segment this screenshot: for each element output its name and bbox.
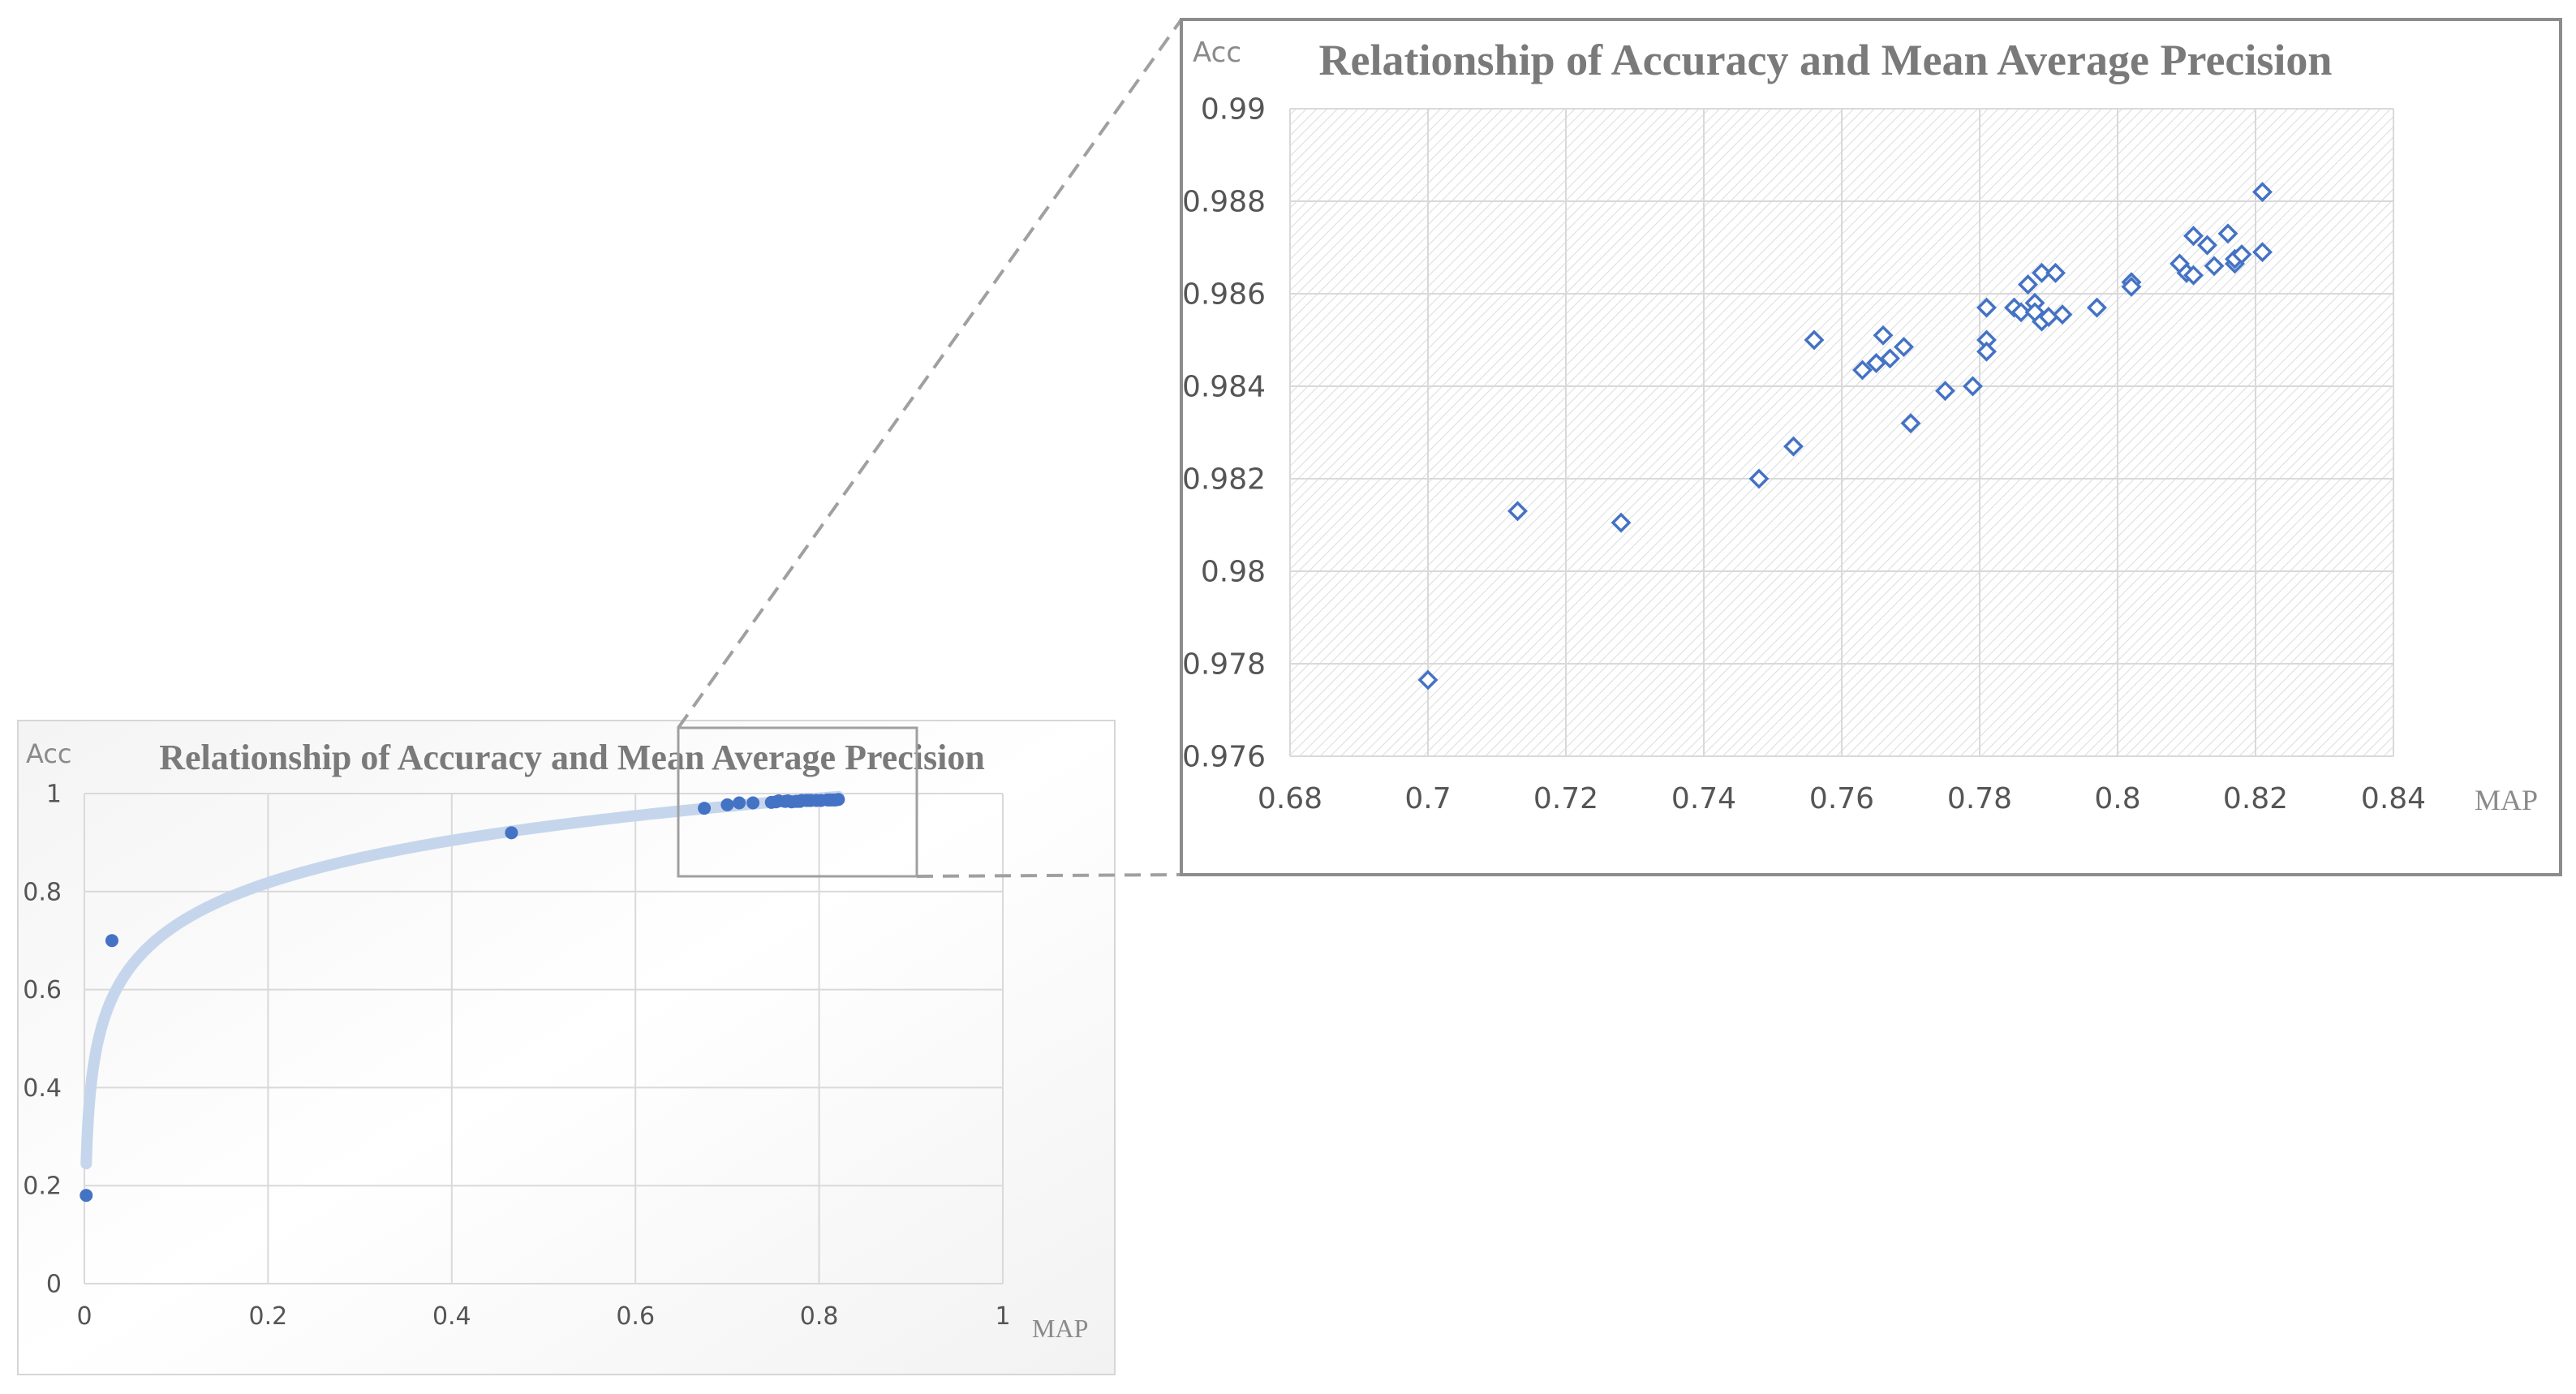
data-point [733,796,746,810]
x-tick-label: 0.74 [1671,782,1736,815]
data-point [2052,304,2073,325]
x-tick-label: 0.4 [432,1302,471,1331]
data-point [80,1189,93,1203]
zoom-title: Relationship of Accuracy and Mean Averag… [1319,36,2333,84]
data-point [2045,262,2066,283]
overview-x-axis-label: MAP [1032,1314,1088,1343]
data-point [1880,348,1900,369]
y-tick-label: 0.978 [1182,648,1266,682]
y-tick-label: 0.2 [23,1172,62,1201]
data-point [2010,302,2032,323]
data-point [2087,297,2107,318]
zoom-chart: Relationship of Accuracy and Mean Averag… [1180,18,2562,876]
data-point [832,793,845,807]
data-point [1852,359,1873,381]
x-tick-label: 0.8 [2094,782,2140,815]
data-point [1963,376,1983,397]
overview-gridlines [84,793,1004,1284]
data-point [1976,297,1997,318]
data-point [2217,223,2238,244]
x-tick-label: 0.84 [2361,782,2426,815]
overview-points [80,793,845,1203]
data-point [1873,325,1894,346]
x-tick-label: 0.6 [616,1302,655,1331]
zoom-x-axis-label: MAP [2475,784,2538,816]
y-tick-label: 0.982 [1182,463,1266,497]
overview-y-ticks: 0 0.2 0.4 0.6 0.8 1 [23,781,62,1299]
zoom-connector-top [677,18,1183,729]
data-point [746,796,760,810]
data-point [1866,353,1886,373]
overview-chart: Relationship of Accuracy and Mean Averag… [17,720,1116,1375]
y-tick-label: 1 [46,781,62,809]
data-point [2252,182,2273,203]
data-point [2018,274,2038,295]
data-point [2183,226,2204,247]
x-tick-label: 0.2 [249,1302,288,1331]
y-tick-label: 0.4 [23,1074,62,1103]
data-point [105,934,118,948]
y-tick-label: 0.988 [1182,186,1266,219]
data-point [1611,512,1632,533]
y-tick-label: 0.99 [1201,93,1266,127]
data-point [2204,256,2225,277]
y-tick-label: 0.984 [1182,371,1266,404]
overview-y-axis-label: Acc [26,738,72,769]
y-tick-label: 0.98 [1201,556,1266,589]
data-point [1900,413,1921,434]
zoom-region-box [677,726,918,878]
y-tick-label: 0 [46,1271,62,1299]
overview-trendline [80,790,845,1170]
zoom-y-axis-label: Acc [1193,37,1241,69]
y-tick-label: 0.976 [1182,741,1266,774]
x-tick-label: 0.82 [2223,782,2288,815]
data-point [720,798,734,811]
y-tick-label: 0.8 [23,878,62,906]
data-point [2231,244,2252,265]
y-tick-label: 0.986 [1182,278,1266,312]
data-point [1783,436,1804,457]
data-point [1507,501,1528,522]
x-tick-label: 0.68 [1258,782,1322,815]
x-tick-label: 1 [995,1302,1010,1331]
data-point [698,802,712,815]
x-tick-label: 0.8 [800,1302,839,1331]
x-tick-label: 0.78 [1947,782,2012,815]
data-point [2197,234,2217,256]
zoom-points [1417,182,2273,691]
data-point [1976,341,1997,362]
x-tick-label: 0.72 [1533,782,1598,815]
data-point [1748,468,1770,489]
zoom-gridlines [1289,108,2394,757]
data-point [2032,262,2052,283]
x-tick-label: 0.7 [1404,782,1451,815]
zoom-y-ticks: 0.976 0.978 0.98 0.982 0.984 0.986 0.988 0.99 [1182,93,1266,774]
data-point [2121,276,2142,297]
overview-title: Relationship of Accuracy and Mean Averag… [159,738,985,777]
data-point [1935,381,1955,402]
y-tick-label: 0.6 [23,976,62,1005]
x-tick-label: 0.76 [1809,782,1874,815]
data-point [1804,329,1825,351]
zoom-connector-bottom [916,873,1182,878]
overview-x-ticks: 0 0.2 0.4 0.6 0.8 1 [76,1302,1010,1331]
data-point [505,826,518,840]
data-point [1894,337,1914,358]
data-point [2252,242,2273,263]
data-point [1417,669,1439,691]
zoom-x-ticks: 0.68 0.7 0.72 0.74 0.76 0.78 0.8 0.82 0.84 [1258,782,2426,815]
x-tick-label: 0 [76,1302,92,1331]
data-point [2183,265,2204,286]
